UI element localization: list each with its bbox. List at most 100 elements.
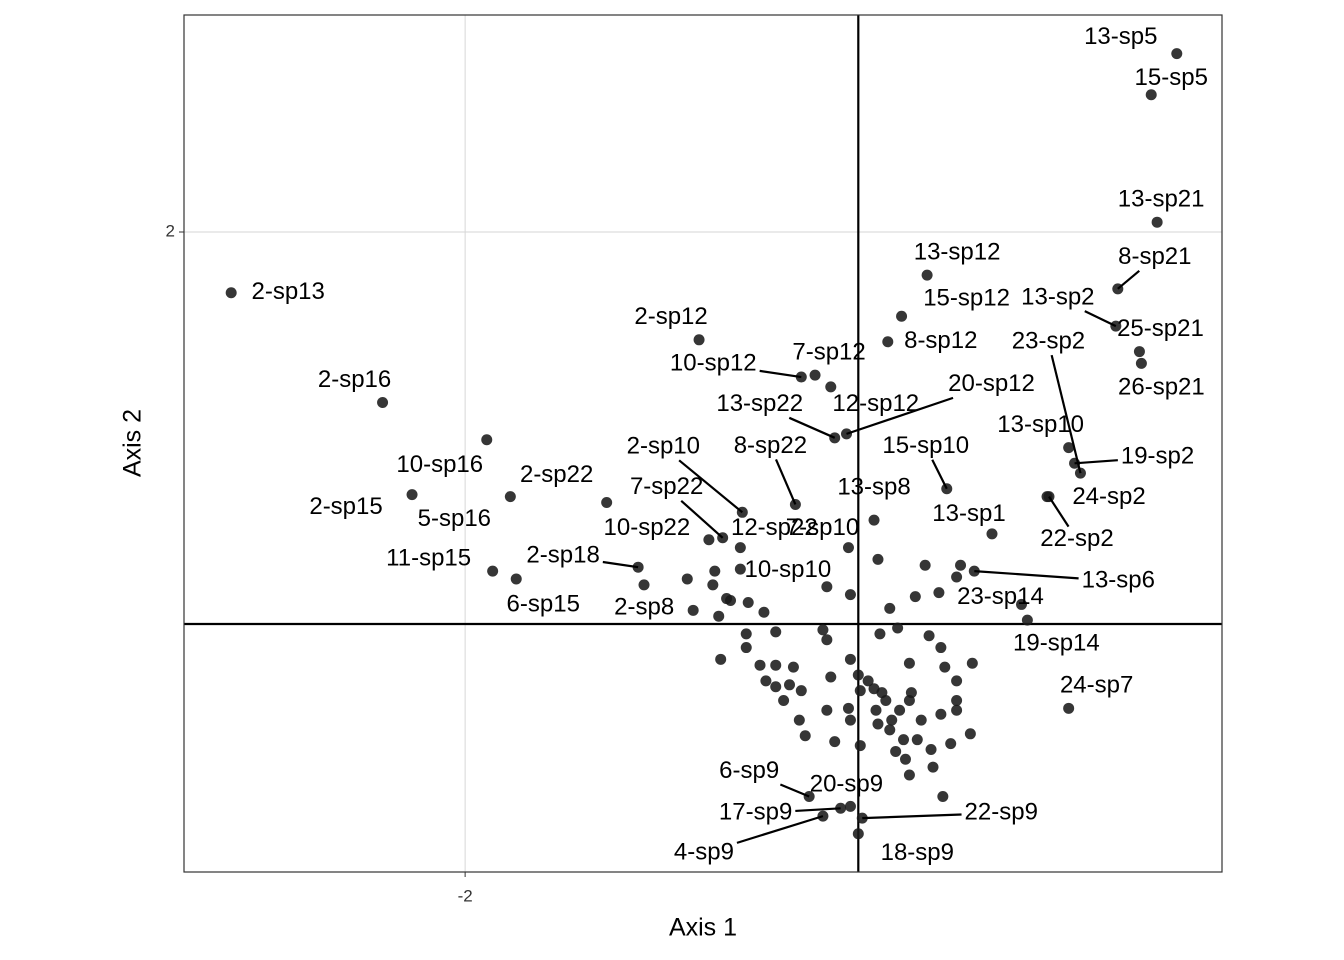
point: [715, 653, 727, 665]
point: [844, 714, 856, 726]
point: [481, 434, 493, 446]
point-label: 13-sp21: [1118, 186, 1205, 213]
point-label: 13-sp5: [1084, 23, 1157, 50]
point-label: 13-sp1: [932, 500, 1005, 527]
point: [713, 610, 725, 622]
leader-line: [678, 459, 744, 514]
point-label: 23-sp2: [1012, 327, 1085, 354]
point: [829, 736, 841, 748]
point: [923, 630, 935, 642]
point-label: 11-sp15: [386, 544, 471, 571]
point: [870, 704, 882, 716]
point: [915, 714, 927, 726]
point-label: 15-sp12: [923, 285, 1010, 312]
point-label: 10-sp22: [604, 514, 691, 541]
point-label: 5-sp16: [418, 505, 491, 532]
leader-line: [1084, 310, 1117, 328]
point: [939, 661, 951, 673]
point: [821, 581, 833, 593]
point: [872, 553, 884, 565]
point: [874, 628, 886, 640]
point-label: 7-sp12: [792, 338, 865, 365]
point: [817, 624, 829, 636]
point: [933, 587, 945, 599]
point: [872, 718, 884, 730]
x-axis-title: Axis 1: [669, 914, 737, 942]
point-label: 7-sp22: [630, 473, 703, 500]
point: [955, 559, 967, 571]
point: [487, 565, 499, 577]
point: [1171, 48, 1183, 60]
point: [740, 628, 752, 640]
leader-line: [759, 369, 802, 379]
point: [921, 269, 933, 281]
point: [742, 596, 754, 608]
y-tick-label: 2: [166, 221, 175, 240]
point: [927, 761, 939, 773]
point: [687, 604, 699, 616]
point: [795, 685, 807, 697]
point: [799, 730, 811, 742]
point-label: 22-sp9: [965, 798, 1038, 825]
point: [896, 310, 908, 322]
point-label: 13-sp12: [914, 238, 1001, 265]
point: [809, 369, 821, 381]
point: [876, 687, 888, 699]
point: [909, 591, 921, 603]
point: [1015, 598, 1027, 610]
point: [793, 714, 805, 726]
point: [377, 397, 389, 409]
point-label: 24-sp7: [1060, 672, 1133, 699]
point-label: 19-sp14: [1013, 629, 1100, 656]
point: [1151, 216, 1163, 228]
point: [903, 769, 915, 781]
point: [966, 657, 978, 669]
point: [754, 659, 766, 671]
point: [734, 563, 746, 575]
point-label: 8-sp22: [734, 432, 807, 459]
point: [886, 714, 898, 726]
point: [758, 606, 770, 618]
point-label: 2-sp15: [309, 493, 382, 520]
point-label: 13-sp6: [1082, 566, 1155, 593]
point-label: 23-sp14: [957, 583, 1044, 610]
point: [844, 800, 856, 812]
point-label: 15-sp5: [1135, 64, 1208, 91]
point: [862, 675, 874, 687]
leader-line: [1117, 269, 1140, 290]
point-label: 10-sp10: [744, 556, 831, 583]
x-tick-label: -2: [458, 886, 473, 905]
point: [884, 602, 896, 614]
point: [734, 542, 746, 554]
point: [504, 491, 516, 503]
point: [951, 704, 963, 716]
point: [884, 724, 896, 736]
point: [986, 528, 998, 540]
point-label: 6-sp15: [507, 590, 580, 617]
point: [854, 740, 866, 752]
point: [1063, 442, 1075, 454]
leader-line: [846, 396, 954, 435]
point-label: 2-sp18: [526, 542, 599, 569]
point: [882, 336, 894, 348]
point-label: 15-sp10: [882, 432, 969, 459]
point: [1145, 89, 1157, 101]
point: [1133, 346, 1145, 358]
point: [825, 671, 837, 683]
point: [935, 642, 947, 654]
point: [919, 559, 931, 571]
point: [852, 669, 864, 681]
point: [899, 753, 911, 765]
point: [778, 694, 790, 706]
point: [510, 573, 522, 585]
leader-line: [795, 807, 841, 813]
point: [935, 708, 947, 720]
point: [844, 653, 856, 665]
point: [890, 745, 902, 757]
leader-line: [862, 813, 962, 820]
y-axis-title: Axis 2: [119, 409, 147, 477]
point: [925, 743, 937, 755]
leader-line: [602, 560, 639, 569]
point: [825, 381, 837, 393]
